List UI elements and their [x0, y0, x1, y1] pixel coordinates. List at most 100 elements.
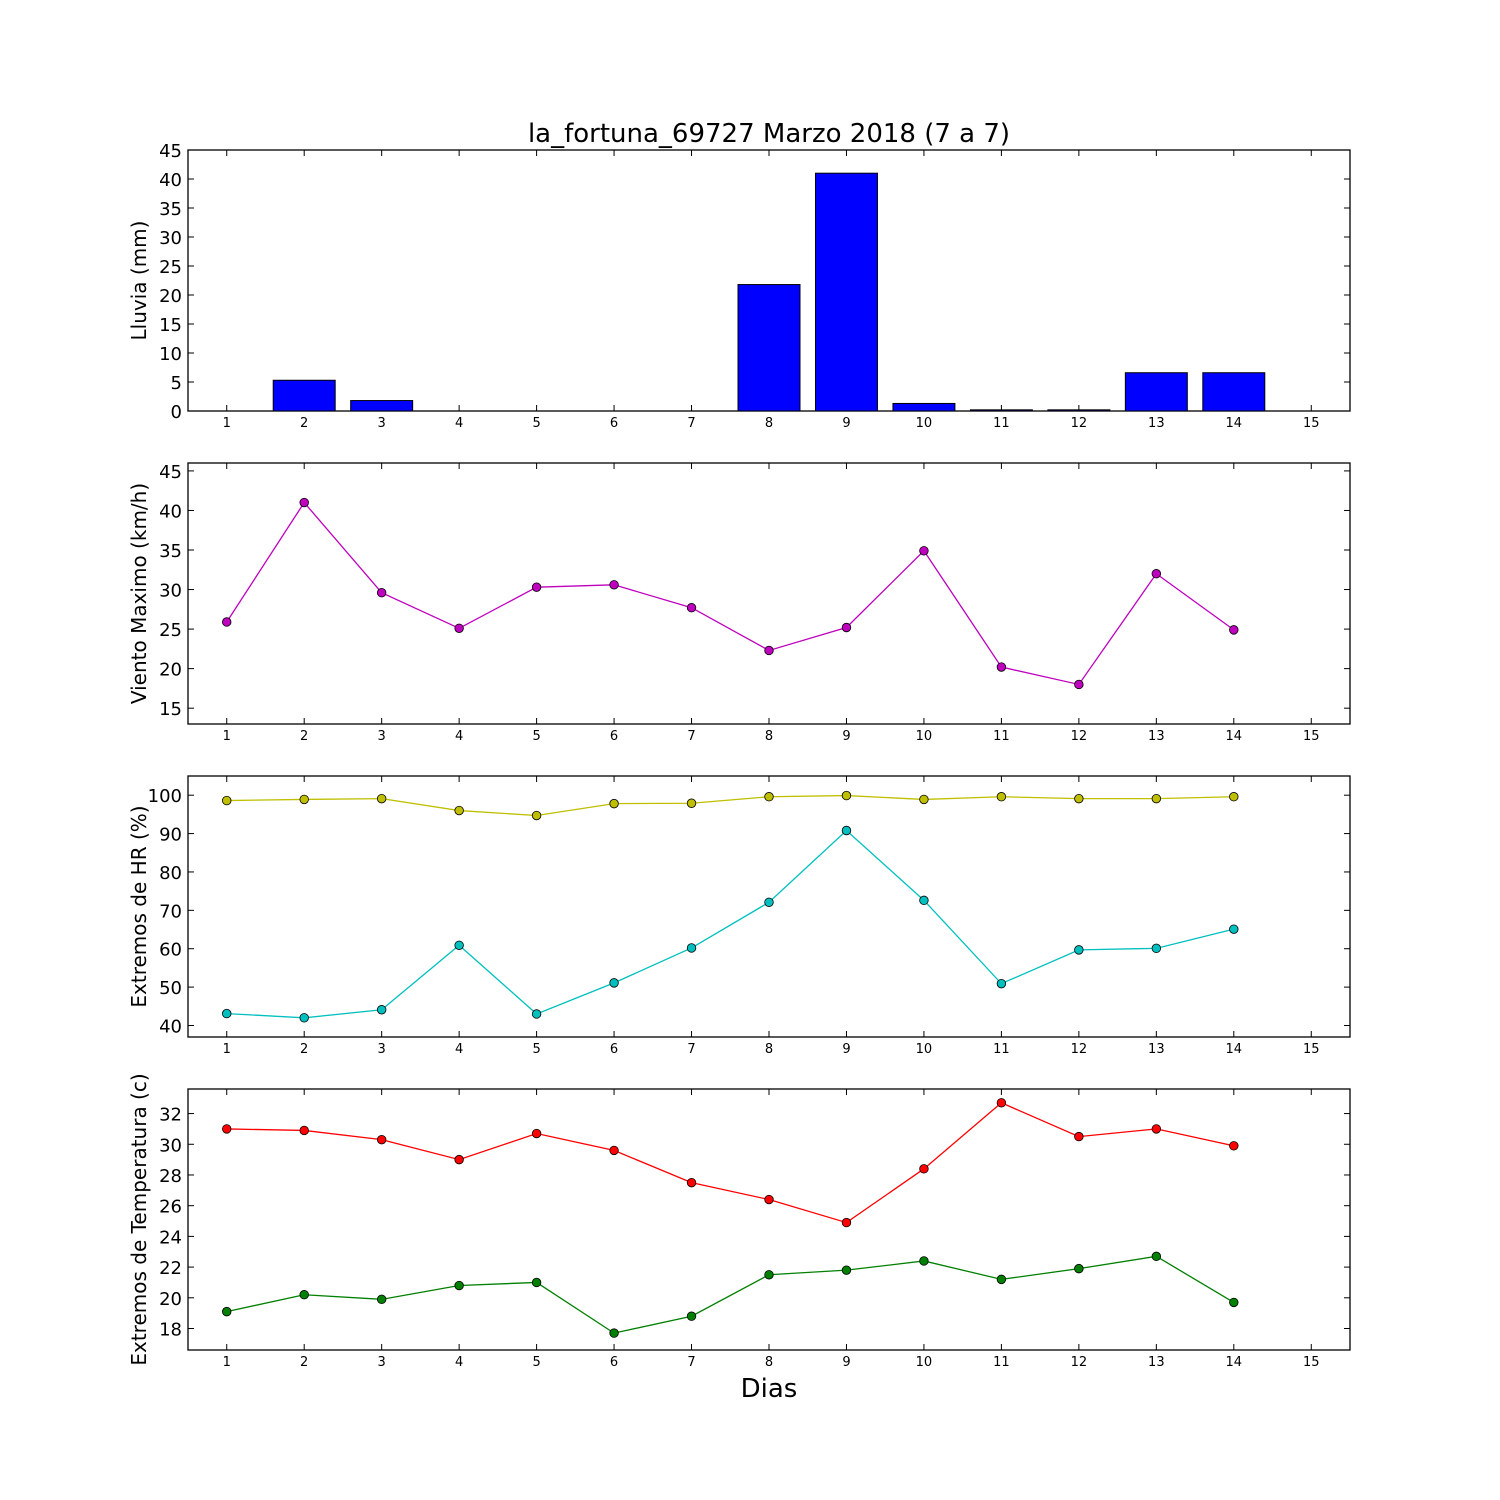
data-point: [1229, 625, 1239, 635]
data-point: [376, 588, 387, 598]
data-point: [1151, 569, 1162, 579]
x-tick-label: 2: [300, 729, 308, 744]
x-tick-label: 12: [1071, 1042, 1088, 1057]
y-axis-label: Extremos de HR (%): [127, 805, 151, 1007]
x-tick-label: 1: [223, 1355, 231, 1370]
data-point: [1074, 945, 1084, 955]
data-point: [1229, 792, 1239, 802]
y-tick-label: 25: [159, 257, 182, 278]
data-point: [1229, 1297, 1239, 1308]
data-point: [764, 897, 774, 907]
x-tick-label: 3: [378, 1042, 386, 1057]
data-point: [609, 978, 619, 988]
axes-frame: [187, 1088, 1351, 1351]
series-line: [226, 1255, 1235, 1334]
data-point: [609, 580, 619, 590]
data-point: [764, 792, 774, 802]
y-tick-label: 30: [159, 581, 182, 602]
y-tick-label: 5: [171, 373, 182, 394]
y-tick-label: 20: [159, 1289, 182, 1310]
series-line: [226, 794, 1234, 817]
data-point: [919, 546, 929, 556]
x-tick-label: 11: [993, 416, 1010, 431]
data-point: [454, 805, 464, 816]
data-point: [609, 798, 619, 809]
data-point: [686, 1177, 697, 1188]
data-point: [299, 1013, 309, 1023]
x-tick-label: 14: [1226, 1355, 1243, 1370]
x-tick-label: 6: [610, 1355, 618, 1370]
y-tick-label: 45: [159, 462, 182, 483]
data-point: [609, 1145, 619, 1156]
wind-panel: 1 2 3 4 5 6 7 8 9 10 11 12 13 14 1515202530354045Vient…: [127, 462, 1351, 744]
y-tick-label: 30: [159, 228, 182, 249]
data-point: [764, 1194, 774, 1205]
x-tick-label: 8: [765, 729, 773, 744]
y-tick-label: 80: [159, 863, 182, 884]
data-point: [454, 1154, 464, 1165]
data-point: [222, 795, 232, 806]
data-point: [222, 1306, 232, 1317]
humidity-panel: 1 2 3 4 5 6 7 8 9 10 11 12 13 14 15405060708090100Extr…: [127, 775, 1351, 1057]
data-point: [222, 617, 232, 627]
x-tick-label: 2: [300, 1042, 308, 1057]
data-point: [764, 1270, 774, 1280]
data-point: [299, 497, 309, 508]
y-tick-label: 40: [159, 170, 182, 191]
x-tick-label: 5: [532, 729, 540, 744]
data-point: [1074, 793, 1084, 804]
x-tick-label: 12: [1071, 729, 1088, 744]
rain-bar: [737, 284, 801, 412]
data-point: [1229, 924, 1239, 934]
y-tick-label: 24: [159, 1227, 182, 1248]
x-tick-label: 12: [1071, 1355, 1088, 1370]
data-point: [841, 622, 852, 633]
y-tick-label: 10: [159, 344, 182, 365]
y-tick-label: 18: [159, 1320, 182, 1341]
data-point: [299, 1125, 309, 1136]
x-axis-label: Dias: [741, 1374, 798, 1404]
data-point: [376, 1005, 387, 1015]
data-point: [1151, 793, 1162, 804]
x-tick-label: 13: [1148, 729, 1165, 744]
data-point: [376, 1134, 387, 1145]
x-tick-label: 15: [1303, 729, 1320, 744]
x-tick-label: 5: [532, 1355, 540, 1370]
x-tick-label: 8: [765, 1355, 773, 1370]
x-tick-label: 9: [842, 416, 850, 431]
y-tick-label: 50: [159, 978, 182, 999]
y-tick-label: 40: [159, 501, 182, 522]
data-point: [686, 943, 697, 953]
y-axis-label: Lluvia (mm): [127, 221, 151, 341]
series-line: [226, 1102, 1234, 1224]
y-tick-label: 0: [171, 402, 182, 423]
x-tick-label: 14: [1226, 729, 1243, 744]
data-point: [686, 798, 697, 808]
x-tick-label: 7: [687, 729, 695, 744]
data-point: [531, 1009, 542, 1019]
data-point: [454, 940, 464, 950]
x-tick-label: 6: [610, 416, 618, 431]
x-tick-label: 14: [1226, 416, 1243, 431]
x-tick-label: 4: [455, 729, 463, 744]
data-point: [222, 1124, 232, 1134]
data-point: [841, 790, 852, 801]
y-tick-label: 70: [159, 901, 182, 922]
data-point: [376, 1294, 387, 1305]
y-tick-label: 40: [159, 1016, 182, 1037]
x-tick-label: 9: [842, 1042, 850, 1057]
rain-bar: [350, 400, 414, 412]
data-point: [531, 1128, 542, 1139]
y-tick-label: 45: [159, 141, 182, 162]
x-tick-label: 1: [223, 729, 231, 744]
data-point: [531, 1277, 542, 1288]
x-tick-label: 15: [1303, 1355, 1320, 1370]
x-tick-label: 10: [916, 1042, 933, 1057]
panels: 1 2 3 4 5 6 7 8 9 10 11 12 13 14 15051015202530354045L…: [127, 141, 1351, 1370]
data-point: [841, 825, 852, 836]
y-tick-label: 60: [159, 940, 182, 961]
data-point: [996, 662, 1007, 672]
data-point: [1074, 1131, 1084, 1142]
data-point: [1074, 679, 1084, 690]
y-tick-label: 20: [159, 660, 182, 681]
